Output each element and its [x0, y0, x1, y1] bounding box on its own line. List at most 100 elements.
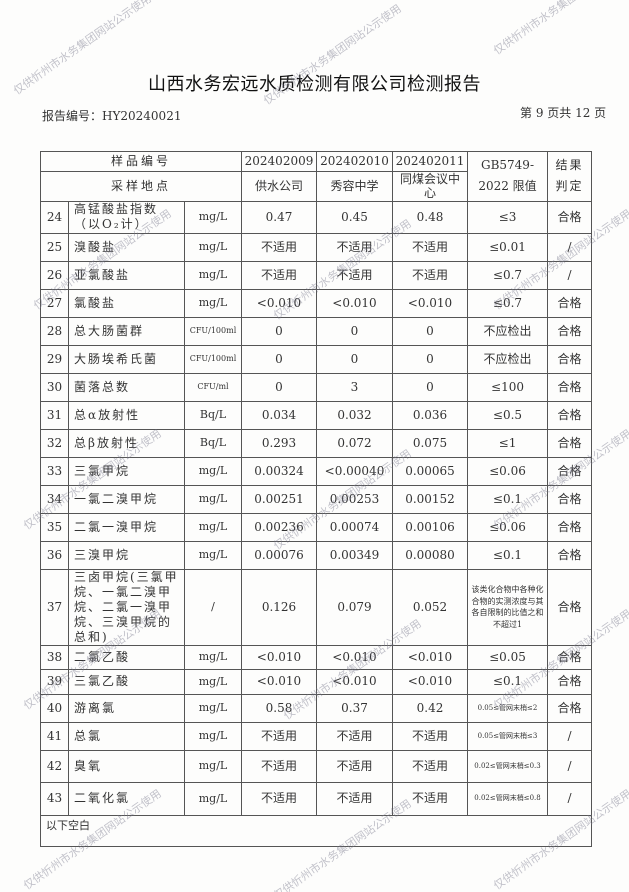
result: 合格: [547, 200, 592, 234]
value: 不适用: [392, 232, 468, 262]
parameter-name: 总氯: [68, 721, 185, 751]
result-header: 结果判定: [547, 151, 592, 202]
value: 0.45: [316, 200, 393, 234]
row-number: 41: [40, 721, 69, 751]
row-number: 26: [40, 260, 69, 290]
result: 合格: [547, 693, 592, 723]
value: <0.010: [241, 644, 317, 670]
unit: CFU/100ml: [184, 316, 242, 346]
value: 0: [392, 372, 468, 402]
row-number: 42: [40, 749, 69, 783]
unit: mg/L: [184, 749, 242, 783]
value: 不适用: [316, 260, 393, 290]
limit: 不应检出: [467, 344, 548, 374]
parameter-name: 二氯乙酸: [68, 644, 185, 670]
table-row: 40 游离氯 mg/L 0.58 0.37 0.42 0.05≤管网末梢≤2 合格: [40, 693, 592, 723]
table-row: 43 二氧化氯 mg/L 不适用 不适用 不适用 0.02≤管网末梢≤0.8/: [40, 781, 592, 816]
unit: /: [184, 568, 242, 646]
limit: ≤0.5: [467, 400, 548, 430]
unit: mg/L: [184, 721, 242, 751]
unit: mg/L: [184, 512, 242, 542]
row-number: 31: [40, 400, 69, 430]
results-table: 样品编号 202402009 202402010 202402011 GB574…: [40, 151, 592, 847]
value: 0.00106: [392, 512, 468, 542]
value: 0.032: [316, 400, 393, 430]
value: 0: [241, 372, 317, 402]
table-row: 30 菌落总数 CFU/ml 0 3 0 ≤100 合格: [40, 372, 592, 402]
parameter-name: 一氯二溴甲烷: [68, 484, 185, 514]
limit: ≤0.06: [467, 456, 548, 486]
value: 不适用: [241, 721, 317, 751]
table-row: 32 总β放射性 Bq/L 0.293 0.072 0.075 ≤1 合格: [40, 428, 592, 458]
location: 供水公司: [241, 171, 317, 202]
unit: mg/L: [184, 540, 242, 570]
result: 合格: [547, 372, 592, 402]
value: 不适用: [241, 232, 317, 262]
result: 合格: [547, 456, 592, 486]
limit: ≤0.7: [467, 288, 548, 318]
value: 不适用: [392, 749, 468, 783]
value: 0.00253: [316, 484, 393, 514]
table-row: 29 大肠埃希氏菌 CFU/100ml 0 0 0 不应检出 合格: [40, 344, 592, 374]
parameter-name: 溴酸盐: [68, 232, 185, 262]
value: 0: [241, 316, 317, 346]
sample-id-label: 样品编号: [40, 151, 242, 172]
parameter-name: 总β放射性: [68, 428, 185, 458]
value: 0: [316, 344, 393, 374]
page-info: 第 9 页共 12 页: [520, 106, 607, 120]
value: 0.126: [241, 568, 317, 646]
value: <0.010: [392, 288, 468, 318]
value: 不适用: [316, 749, 393, 783]
value: 0.47: [241, 200, 317, 234]
unit: mg/L: [184, 693, 242, 723]
table-row: 38 二氯乙酸 mg/L <0.010 <0.010 <0.010 ≤0.05 合格: [40, 644, 592, 670]
row-number: 29: [40, 344, 69, 374]
limit: ≤0.7: [467, 260, 548, 290]
table-row: 35 二氯一溴甲烷 mg/L 0.00236 0.00074 0.00106 ≤0.06 合格: [40, 512, 592, 542]
table-row: 24 高锰酸盐指数（以O₂计） mg/L 0.47 0.45 0.48 ≤3 合格: [40, 200, 592, 234]
value: 0.00074: [316, 512, 393, 542]
row-number: 33: [40, 456, 69, 486]
result: /: [547, 232, 592, 262]
result: 合格: [547, 400, 592, 430]
value: 3: [316, 372, 393, 402]
limit: ≤3: [467, 200, 548, 234]
table-row: 27 氯酸盐 mg/L <0.010 <0.010 <0.010 ≤0.7 合格: [40, 288, 592, 318]
unit: mg/L: [184, 260, 242, 290]
limit: ≤1: [467, 428, 548, 458]
parameter-name: 游离氯: [68, 693, 185, 723]
result: 合格: [547, 316, 592, 346]
unit: Bq/L: [184, 400, 242, 430]
row-number: 32: [40, 428, 69, 458]
limit: ≤0.05: [467, 644, 548, 670]
limit: 不应检出: [467, 316, 548, 346]
table-row: 36 三溴甲烷 mg/L 0.00076 0.00349 0.00080 ≤0.1 合格: [40, 540, 592, 570]
value: 不适用: [241, 781, 317, 816]
limit: ≤0.1: [467, 668, 548, 695]
value: 0.036: [392, 400, 468, 430]
unit: mg/L: [184, 644, 242, 670]
limit: 0.02≤管网末梢≤0.8: [467, 781, 548, 816]
parameter-name: 菌落总数: [68, 372, 185, 402]
value: <0.010: [392, 668, 468, 695]
report-title: 山西水务宏远水质检测有限公司检测报告: [148, 74, 481, 95]
parameter-name: 二氧化氯: [68, 781, 185, 816]
value: 0.00349: [316, 540, 393, 570]
value: 不适用: [392, 781, 468, 816]
location-label: 采样地点: [40, 171, 242, 202]
value: <0.010: [241, 288, 317, 318]
row-number: 25: [40, 232, 69, 262]
value: 0.00065: [392, 456, 468, 486]
sample-id: 202402010: [316, 151, 393, 172]
result: 合格: [547, 344, 592, 374]
unit: mg/L: [184, 668, 242, 695]
limit: ≤0.06: [467, 512, 548, 542]
row-number: 38: [40, 644, 69, 670]
value: 0.00152: [392, 484, 468, 514]
row-number: 43: [40, 781, 69, 816]
value: 0: [392, 344, 468, 374]
row-number: 36: [40, 540, 69, 570]
result: 合格: [547, 644, 592, 670]
result: 合格: [547, 288, 592, 318]
parameter-name: 大肠埃希氏菌: [68, 344, 185, 374]
